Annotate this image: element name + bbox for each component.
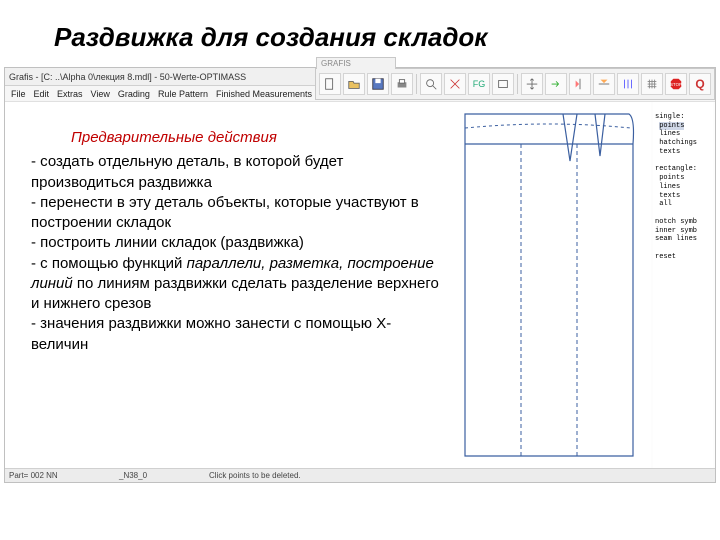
toolbar: GRAFIS FG STOP Q <box>315 68 715 100</box>
menu-extras[interactable]: Extras <box>57 89 83 99</box>
tool-cut-icon[interactable] <box>444 73 466 95</box>
sp-reset[interactable]: reset <box>655 253 676 261</box>
overlay-text: Предварительные действия - создать отдел… <box>31 128 441 355</box>
sp-seam[interactable]: seam lines <box>655 235 697 243</box>
tool-rect-icon[interactable] <box>492 73 514 95</box>
sp-lines[interactable]: lines <box>659 130 680 138</box>
overlay-header: Предварительные действия <box>31 128 441 148</box>
menu-edit[interactable]: Edit <box>34 89 50 99</box>
tool-print-icon[interactable] <box>391 73 413 95</box>
tool-help-icon[interactable]: Q <box>689 73 711 95</box>
tool-save-icon[interactable] <box>367 73 389 95</box>
tool-new-icon[interactable] <box>319 73 341 95</box>
sp-rect-all[interactable]: all <box>659 200 672 208</box>
menu-finished-measurements[interactable]: Finished Measurements <box>216 89 312 99</box>
status-size: _N38_0 <box>119 471 179 480</box>
sp-hatchings[interactable]: hatchings <box>659 139 697 147</box>
overlay-b1: - создать отдельную деталь, в которой бу… <box>31 152 441 193</box>
sp-rect-label: rectangle: <box>655 165 697 173</box>
pattern-drawing <box>455 106 643 466</box>
tool-arrow-icon[interactable] <box>545 73 567 95</box>
tool-fg-icon[interactable]: FG <box>468 73 490 95</box>
sp-inner[interactable]: inner symb <box>655 227 697 235</box>
overlay-b2: - перенести в эту деталь объекты, которы… <box>31 193 441 234</box>
menu-grading[interactable]: Grading <box>118 89 150 99</box>
sp-rect-lines[interactable]: lines <box>659 183 680 191</box>
status-part: Part= 002 NN <box>9 471 89 480</box>
menu-view[interactable]: View <box>91 89 110 99</box>
toolbar-label: GRAFIS <box>316 57 396 69</box>
svg-text:STOP: STOP <box>670 82 682 87</box>
status-hint: Click points to be deleted. <box>209 471 711 480</box>
side-panel: single: points lines hatchings texts rec… <box>653 102 713 468</box>
tool-stop-icon[interactable]: STOP <box>665 73 687 95</box>
overlay-b4: - с помощью функций параллели, разметка,… <box>31 254 441 315</box>
sp-single-label: single: <box>655 113 684 121</box>
tool-grid-icon[interactable] <box>641 73 663 95</box>
tool-zoom-icon[interactable] <box>420 73 442 95</box>
app-window: Grafis - [C: ..\Alpha 0\лекция 8.mdl] - … <box>4 67 716 483</box>
statusbar: Part= 002 NN _N38_0 Click points to be d… <box>5 468 715 482</box>
sp-notch[interactable]: notch symb <box>655 218 697 226</box>
tool-mirror-icon[interactable] <box>569 73 591 95</box>
tool-move-icon[interactable] <box>521 73 543 95</box>
tool-mirror-v-icon[interactable] <box>593 73 615 95</box>
overlay-b5: - значения раздвижки можно занести с пом… <box>31 314 441 355</box>
sp-texts[interactable]: texts <box>659 148 680 156</box>
tool-parallel-icon[interactable] <box>617 73 639 95</box>
sp-rect-points[interactable]: points <box>659 174 684 182</box>
sp-rect-texts[interactable]: texts <box>659 192 680 200</box>
menu-file[interactable]: File <box>11 89 26 99</box>
overlay-b3: - построить линии складок (раздвижка) <box>31 233 441 253</box>
tool-open-icon[interactable] <box>343 73 365 95</box>
sp-points[interactable]: points <box>659 122 684 131</box>
menu-rule-pattern[interactable]: Rule Pattern <box>158 89 208 99</box>
